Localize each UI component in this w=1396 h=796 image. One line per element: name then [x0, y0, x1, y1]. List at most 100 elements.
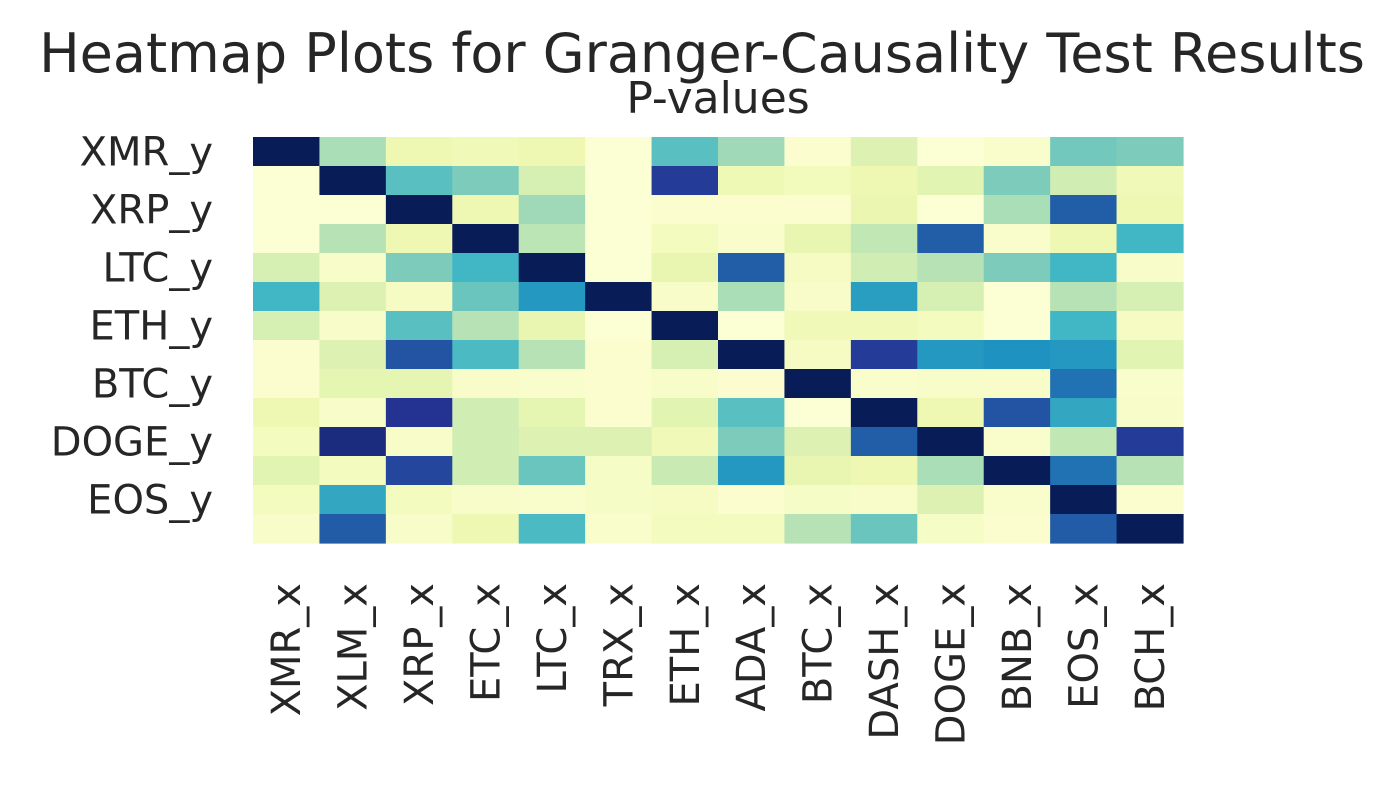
heatmap-cell-r3-c1 — [319, 224, 387, 254]
heatmap-cell-r0-c11 — [983, 137, 1051, 167]
heatmap-cell-r13-c4 — [518, 514, 586, 544]
heatmap-cell-r0-c5 — [585, 137, 653, 167]
heatmap-cell-r4-c13 — [1116, 253, 1184, 283]
heatmap-cell-r3-c0 — [253, 224, 321, 254]
heatmap-cell-r4-c9 — [850, 253, 918, 283]
heatmap-cell-r4-c12 — [1050, 253, 1118, 283]
heatmap-cell-r4-c6 — [651, 253, 719, 283]
heatmap-cell-r8-c12 — [1050, 369, 1118, 399]
heatmap-cell-r11-c13 — [1116, 456, 1184, 486]
heatmap-cell-r10-c5 — [585, 427, 653, 457]
heatmap-cell-r4-c8 — [784, 253, 852, 283]
heatmap-cell-r5-c5 — [585, 282, 653, 312]
heatmap-cell-r10-c3 — [452, 427, 520, 457]
heatmap-cell-r12-c12 — [1050, 485, 1118, 515]
heatmap-cell-r3-c12 — [1050, 224, 1118, 254]
heatmap-cell-r3-c7 — [718, 224, 786, 254]
heatmap-cell-r0-c2 — [385, 137, 453, 167]
y-tick-label: LTC_y — [103, 246, 213, 292]
heatmap-cell-r11-c11 — [983, 456, 1051, 486]
heatmap-cell-r10-c4 — [518, 427, 586, 457]
heatmap-cell-r9-c4 — [518, 398, 586, 428]
heatmap-cell-r7-c7 — [718, 340, 786, 370]
x-tick-label: BNB_x — [995, 583, 1041, 711]
heatmap-cell-r12-c13 — [1116, 485, 1184, 515]
heatmap-cell-r10-c8 — [784, 427, 852, 457]
heatmap-cell-r10-c10 — [917, 427, 985, 457]
heatmap-cell-r12-c6 — [651, 485, 719, 515]
heatmap-cell-r0-c4 — [518, 137, 586, 167]
heatmap-cell-r2-c6 — [651, 195, 719, 225]
heatmap-cell-r2-c0 — [253, 195, 321, 225]
heatmap-cell-r4-c7 — [718, 253, 786, 283]
heatmap-cell-r5-c11 — [983, 282, 1051, 312]
heatmap-cell-r0-c12 — [1050, 137, 1118, 167]
x-tick-label: XRP_x — [397, 583, 443, 706]
chart-subtitle: P-values — [626, 73, 809, 124]
heatmap-cell-r8-c10 — [917, 369, 985, 399]
heatmap-cell-r10-c0 — [253, 427, 321, 457]
heatmap-cell-r5-c4 — [518, 282, 586, 312]
y-tick-label: XRP_y — [90, 188, 213, 234]
heatmap-cell-r11-c0 — [253, 456, 321, 486]
heatmap-cell-r6-c6 — [651, 311, 719, 341]
x-tick-labels: XMR_x XLM_x XRP_x ETC_x LTC_x TRX_x ETH_x ADA_x… — [264, 583, 1174, 745]
x-tick-label: XMR_x — [264, 583, 310, 716]
x-tick-label: ADA_x — [729, 583, 775, 712]
heatmap-cell-r1-c8 — [784, 166, 852, 196]
heatmap-cell-r3-c6 — [651, 224, 719, 254]
heatmap-cell-r0-c7 — [718, 137, 786, 167]
heatmap-cell-r3-c10 — [917, 224, 985, 254]
heatmap-cell-r8-c9 — [850, 369, 918, 399]
y-tick-label: DOGE_y — [51, 420, 213, 466]
heatmap-cell-r7-c0 — [253, 340, 321, 370]
heatmap-cell-r8-c3 — [452, 369, 520, 399]
heatmap-cell-r6-c12 — [1050, 311, 1118, 341]
x-tick-label: EOS_x — [1061, 583, 1107, 709]
heatmap-cell-r12-c10 — [917, 485, 985, 515]
heatmap-cell-r6-c7 — [718, 311, 786, 341]
heatmap-cell-r13-c13 — [1116, 514, 1184, 544]
heatmap-cell-r0-c6 — [651, 137, 719, 167]
heatmap-cell-r1-c3 — [452, 166, 520, 196]
heatmap-cell-r5-c0 — [253, 282, 321, 312]
heatmap-cell-r11-c2 — [385, 456, 453, 486]
heatmap-cell-r9-c10 — [917, 398, 985, 428]
heatmap-cell-r13-c6 — [651, 514, 719, 544]
heatmap-cell-r9-c12 — [1050, 398, 1118, 428]
heatmap-cell-r4-c3 — [452, 253, 520, 283]
heatmap-cell-r8-c7 — [718, 369, 786, 399]
heatmap-cell-r12-c3 — [452, 485, 520, 515]
heatmap-cell-r13-c8 — [784, 514, 852, 544]
heatmap-cell-r2-c9 — [850, 195, 918, 225]
heatmap-cell-r1-c6 — [651, 166, 719, 196]
heatmap-cell-r2-c5 — [585, 195, 653, 225]
y-tick-label: XMR_y — [80, 130, 213, 176]
heatmap-cell-r5-c8 — [784, 282, 852, 312]
heatmap-cell-r9-c6 — [651, 398, 719, 428]
heatmap-cell-r6-c11 — [983, 311, 1051, 341]
heatmap-cell-r10-c13 — [1116, 427, 1184, 457]
heatmap-cell-r11-c12 — [1050, 456, 1118, 486]
heatmap-cell-r10-c7 — [718, 427, 786, 457]
heatmap-cells — [253, 137, 1184, 544]
heatmap-cell-r2-c10 — [917, 195, 985, 225]
heatmap-cell-r3-c13 — [1116, 224, 1184, 254]
heatmap-cell-r8-c5 — [585, 369, 653, 399]
heatmap-cell-r13-c7 — [718, 514, 786, 544]
heatmap-cell-r11-c5 — [585, 456, 653, 486]
x-tick-label: XLM_x — [331, 583, 377, 711]
heatmap-cell-r2-c8 — [784, 195, 852, 225]
x-tick-label: ETH_x — [663, 583, 709, 706]
heatmap-cell-r6-c9 — [850, 311, 918, 341]
heatmap-cell-r3-c4 — [518, 224, 586, 254]
heatmap-cell-r6-c10 — [917, 311, 985, 341]
heatmap-cell-r11-c10 — [917, 456, 985, 486]
heatmap-cell-r6-c5 — [585, 311, 653, 341]
heatmap-cell-r7-c11 — [983, 340, 1051, 370]
heatmap-cell-r13-c10 — [917, 514, 985, 544]
heatmap-cell-r4-c5 — [585, 253, 653, 283]
heatmap-cell-r13-c12 — [1050, 514, 1118, 544]
heatmap-cell-r9-c1 — [319, 398, 387, 428]
